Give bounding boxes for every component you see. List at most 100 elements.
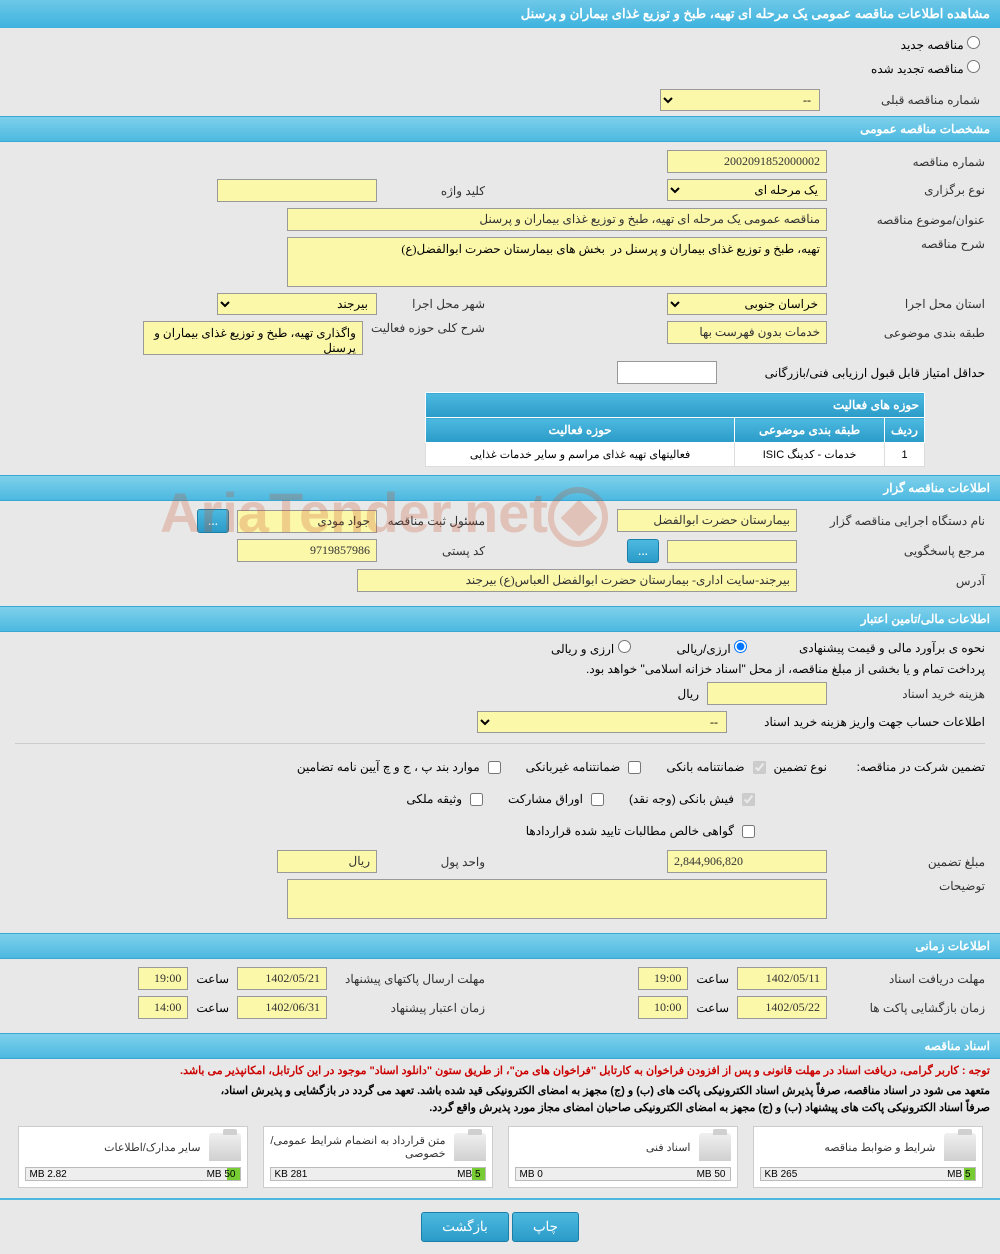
radio-foreign-label: ارزی و ریالی <box>551 642 614 656</box>
prev-tender-label: شماره مناقصه قبلی <box>830 93 980 107</box>
receive-deadline-label: مهلت دریافت اسناد <box>835 972 985 986</box>
city-select[interactable]: بیرجند <box>217 293 377 315</box>
address-label: آدرس <box>805 574 985 588</box>
notice-black-1: متعهد می شود در اسناد مناقصه، صرفاً پذیر… <box>0 1082 1000 1099</box>
account-select[interactable]: -- <box>477 711 727 733</box>
activity-table-title: حوزه های فعالیت <box>426 393 925 418</box>
radio-rial[interactable]: ارزی/ریالی <box>677 640 747 656</box>
open-time[interactable] <box>638 996 688 1019</box>
radio-new-tender[interactable]: مناقصه جدید <box>901 36 980 52</box>
print-button[interactable]: چاپ <box>512 1212 579 1242</box>
open-date[interactable] <box>737 996 827 1019</box>
activity-desc-label: شرح کلی حوزه فعالیت <box>371 321 485 335</box>
amount-input[interactable] <box>667 850 827 873</box>
doc-bar: 5 MB281 KB <box>270 1167 486 1181</box>
time-label-1: ساعت <box>696 972 729 986</box>
address-input[interactable] <box>357 569 797 592</box>
subject-input[interactable] <box>287 208 827 231</box>
radio-foreign[interactable]: ارزی و ریالی <box>551 640 631 656</box>
keyword-input[interactable] <box>217 179 377 202</box>
activity-table: حوزه های فعالیت ردیف طبقه بندی موضوعی حو… <box>425 392 925 467</box>
chk-bank-label: ضمانتنامه بانکی <box>666 760 744 774</box>
section-organizer: اطلاعات مناقصه گزار <box>0 475 1000 501</box>
chk-property[interactable]: وثیقه ملکی <box>406 792 483 806</box>
folder-icon <box>944 1133 976 1161</box>
manager-label: مسئول ثبت مناقصه <box>385 514 485 528</box>
doc-box[interactable]: متن قرارداد به انضمام شرایط عمومی/خصوصی … <box>263 1126 493 1188</box>
notice-black-2: صرفاً اسناد الکترونیکی پاکت های پیشنهاد … <box>0 1099 1000 1116</box>
province-select[interactable]: خراسان جنوبی <box>667 293 827 315</box>
chk-regulation[interactable]: موارد بند پ ، ج و چ آیین نامه تضامین <box>297 760 501 774</box>
radio-renewed-label: مناقصه تجدید شده <box>871 62 964 76</box>
ellipsis-button[interactable]: ... <box>197 509 229 533</box>
folder-icon <box>699 1133 731 1161</box>
doc-cost-label: هزینه خرید اسناد <box>835 687 985 701</box>
chk-bank-guarantee[interactable]: ضمانتنامه بانکی <box>666 760 765 774</box>
desc-label: شرح مناقصه <box>835 237 985 251</box>
doc-box[interactable]: سایر مدارک/اطلاعات 50 MB2.82 MB <box>18 1126 248 1188</box>
contact-input[interactable] <box>667 540 797 563</box>
guarantee-type-label: نوع تضمین <box>774 760 827 774</box>
chk-certificate[interactable]: گواهی خالص مطالبات تایید شده قراردادها <box>526 824 755 838</box>
keyword-label: کلید واژه <box>385 184 485 198</box>
activity-desc-input[interactable] <box>143 321 363 355</box>
org-input[interactable] <box>617 509 797 532</box>
chk-property-label: وثیقه ملکی <box>406 792 462 806</box>
amount-label: مبلغ تضمین <box>835 855 985 869</box>
chk-cash[interactable]: فیش بانکی (وجه نقد) <box>629 792 755 806</box>
doc-bar: 50 MB2.82 MB <box>25 1167 241 1181</box>
prev-tender-select[interactable]: -- <box>660 89 820 111</box>
section-financial: اطلاعات مالی/تامین اعتبار <box>0 606 1000 632</box>
chk-reg-label: موارد بند پ ، ج و چ آیین نامه تضامین <box>297 760 480 774</box>
org-label: نام دستگاه اجرایی مناقصه گزار <box>805 514 985 528</box>
postal-input[interactable] <box>237 539 377 562</box>
time-label-4: ساعت <box>196 1001 229 1015</box>
time-label-2: ساعت <box>196 972 229 986</box>
doc-box[interactable]: اسناد فنی 50 MB0 MB <box>508 1126 738 1188</box>
receive-date[interactable] <box>737 967 827 990</box>
back-button[interactable]: بازگشت <box>421 1212 509 1242</box>
tender-no-input[interactable] <box>667 150 827 173</box>
page-title: مشاهده اطلاعات مناقصه عمومی یک مرحله ای … <box>0 0 1000 28</box>
estimate-label: نحوه ی برآورد مالی و قیمت پیشنهادی <box>755 641 985 655</box>
unit-input[interactable] <box>277 850 377 873</box>
notice-red: توجه : کاربر گرامی، دریافت اسناد در مهلت… <box>0 1059 1000 1082</box>
folder-icon <box>454 1133 486 1161</box>
city-label: شهر محل اجرا <box>385 297 485 311</box>
manager-input[interactable] <box>237 510 377 533</box>
table-row: 1خدمات - کدینگ ISICفعالیتهای تهیه غذای م… <box>426 443 925 467</box>
submit-time[interactable] <box>138 967 188 990</box>
col-row: ردیف <box>885 418 925 443</box>
chk-nonbank-guarantee[interactable]: ضمانتنامه غیربانکی <box>526 760 642 774</box>
notes-textarea[interactable] <box>287 879 827 919</box>
receive-time[interactable] <box>638 967 688 990</box>
submit-deadline-label: مهلت ارسال پاکتهای پیشنهاد <box>335 972 485 986</box>
rial-label: ریال <box>677 687 699 701</box>
holding-type-select[interactable]: یک مرحله ای <box>667 179 827 201</box>
col-category: طبقه بندی موضوعی <box>735 418 885 443</box>
section-general: مشخصات مناقصه عمومی <box>0 116 1000 142</box>
postal-label: کد پستی <box>385 544 485 558</box>
validity-time[interactable] <box>138 996 188 1019</box>
col-field: حوزه فعالیت <box>426 418 735 443</box>
doc-cost-input[interactable] <box>707 682 827 705</box>
ellipsis-button-2[interactable]: ... <box>627 539 659 563</box>
section-docs: اسناد مناقصه <box>0 1033 1000 1059</box>
min-score-input[interactable] <box>617 361 717 384</box>
contact-label: مرجع پاسخگویی <box>805 544 985 558</box>
validity-date[interactable] <box>237 996 327 1019</box>
holding-type-label: نوع برگزاری <box>835 183 985 197</box>
section-timing: اطلاعات زمانی <box>0 933 1000 959</box>
radio-renewed-tender[interactable]: مناقصه تجدید شده <box>871 60 980 76</box>
doc-box[interactable]: شرایط و ضوابط مناقصه 5 MB265 KB <box>753 1126 983 1188</box>
chk-cert-label: گواهی خالص مطالبات تایید شده قراردادها <box>526 824 734 838</box>
desc-textarea[interactable] <box>287 237 827 287</box>
category-input[interactable] <box>667 321 827 344</box>
subject-label: عنوان/موضوع مناقصه <box>835 213 985 227</box>
account-label: اطلاعات حساب جهت واریز هزینه خرید اسناد <box>735 715 985 729</box>
submit-date[interactable] <box>237 967 327 990</box>
guarantee-label: تضمین شرکت در مناقصه: <box>835 760 985 774</box>
chk-bonds[interactable]: اوراق مشارکت <box>508 792 604 806</box>
doc-bar: 50 MB0 MB <box>515 1167 731 1181</box>
chk-nonbank-label: ضمانتنامه غیربانکی <box>526 760 621 774</box>
